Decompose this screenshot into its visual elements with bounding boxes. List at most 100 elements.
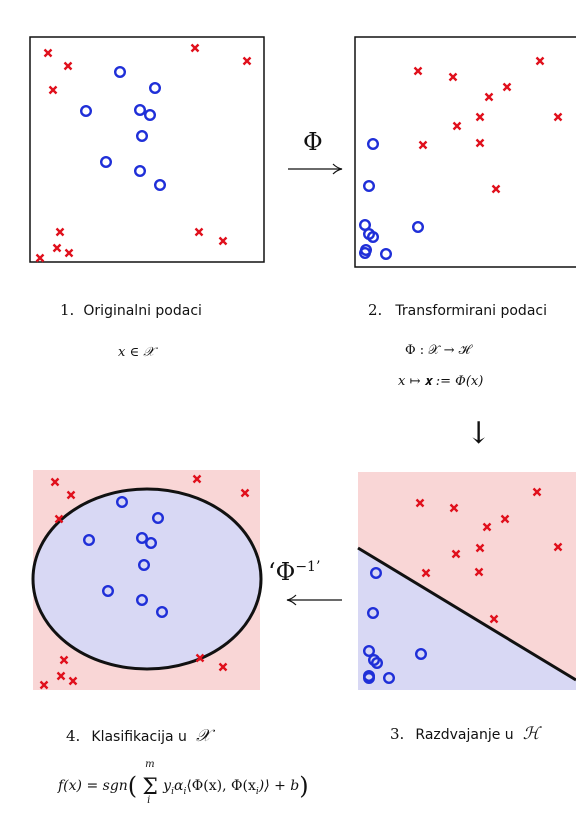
panel-4-points	[39, 474, 250, 690]
circle-marker	[415, 648, 428, 661]
decision-function-lhs: f(x) = sgn	[58, 778, 128, 794]
cross-marker	[474, 567, 484, 577]
cross-marker	[59, 655, 69, 665]
inverse-map-symbol: ‘Φ	[268, 558, 296, 586]
panel-1-title: Originalni podaci	[83, 303, 202, 319]
decision-function-y: y	[163, 778, 172, 794]
panel-1-points	[35, 43, 252, 263]
cross-marker	[535, 56, 545, 66]
cross-marker	[195, 653, 205, 663]
panel-2-number: 2.	[368, 301, 383, 319]
cross-marker	[553, 542, 563, 552]
circle-marker	[367, 607, 380, 620]
decision-function-x-subscript: i	[255, 786, 259, 797]
cross-marker	[242, 56, 252, 66]
panel-4-space-symbol: 𝒳	[195, 726, 211, 746]
circle-marker	[79, 104, 92, 117]
cross-marker	[39, 680, 49, 690]
inverse-map-superscript: −1’	[295, 559, 321, 575]
panel-3-number: 3.	[390, 725, 405, 743]
cross-marker	[218, 236, 228, 246]
forward-map-label: Φ	[303, 128, 323, 156]
circle-marker	[380, 247, 393, 260]
circle-marker	[363, 645, 376, 658]
cross-marker	[56, 671, 66, 681]
cross-marker	[500, 514, 510, 524]
circle-marker	[383, 672, 396, 685]
decision-function-alpha-subscript: i	[183, 786, 187, 797]
panel-2-frame	[354, 36, 576, 268]
cross-marker	[43, 48, 53, 58]
decision-function-tail: )⟩ + b	[258, 778, 300, 794]
cross-marker	[52, 243, 62, 253]
circle-marker	[135, 129, 148, 142]
cross-marker	[54, 514, 64, 524]
cross-marker	[482, 522, 492, 532]
cross-marker	[415, 498, 425, 508]
circle-marker	[155, 606, 168, 619]
circle-marker	[143, 108, 156, 121]
panel-2-points	[359, 56, 563, 260]
panel-4-caption: 4. Klasifikacija u 𝒳	[66, 726, 211, 746]
cross-marker	[64, 248, 74, 258]
cross-marker	[35, 253, 45, 263]
cross-marker	[50, 477, 60, 487]
summation-upper-bound: m	[145, 759, 155, 770]
circle-marker	[82, 534, 95, 547]
circle-marker	[99, 155, 112, 168]
decision-function-inner-product: ⟨Φ(x), Φ(x	[186, 778, 256, 794]
panel-4-title: Klasifikacija u	[91, 729, 187, 745]
forward-map-arrow-head	[332, 163, 343, 175]
circle-marker	[151, 512, 164, 525]
cross-marker	[489, 614, 499, 624]
circle-marker	[101, 585, 114, 598]
circle-marker	[367, 230, 380, 243]
cross-marker	[553, 112, 563, 122]
panel-1-frame	[29, 36, 265, 263]
cross-marker	[192, 474, 202, 484]
cross-marker	[421, 568, 431, 578]
circle-marker	[363, 672, 376, 685]
circle-marker	[148, 81, 161, 94]
inverse-map-label: ‘Φ−1’	[268, 558, 320, 586]
panel-3-points	[363, 487, 563, 685]
panel-1-caption: 1. Originalni podaci	[60, 300, 202, 319]
panel-2-title: Transformirani podaci	[395, 303, 547, 319]
panel-1-formula: x ∈ 𝒳	[118, 345, 155, 360]
circle-marker	[135, 532, 148, 545]
circle-marker	[153, 178, 166, 191]
panel-4-number: 4.	[66, 727, 81, 745]
circle-marker	[133, 164, 146, 177]
cross-marker	[413, 66, 423, 76]
cross-marker	[452, 121, 462, 131]
cross-marker	[484, 92, 494, 102]
cross-marker	[63, 61, 73, 71]
decision-function-y-subscript: i	[171, 786, 174, 797]
circle-marker	[135, 594, 148, 607]
cross-marker	[418, 140, 428, 150]
cross-marker	[194, 227, 204, 237]
circle-marker	[371, 657, 384, 670]
panel-3-title: Razdvajanje u	[415, 727, 514, 743]
cross-marker	[475, 543, 485, 553]
cross-marker	[240, 488, 250, 498]
panel-3-space-symbol: ℋ	[522, 724, 540, 744]
decision-function-alpha: α	[173, 778, 184, 794]
panel-1-number: 1.	[60, 301, 75, 319]
circle-marker	[113, 65, 126, 78]
circle-marker	[115, 496, 128, 509]
circle-marker	[359, 246, 372, 259]
cross-marker	[48, 85, 58, 95]
cross-marker	[190, 43, 200, 53]
cross-marker	[451, 549, 461, 559]
inverse-map-arrow-head	[286, 594, 297, 606]
cross-marker	[218, 662, 228, 672]
cross-marker	[502, 82, 512, 92]
circle-marker	[144, 537, 157, 550]
cross-marker	[475, 112, 485, 122]
cross-marker	[449, 503, 459, 513]
down-arrow-icon: ↓	[466, 416, 492, 451]
